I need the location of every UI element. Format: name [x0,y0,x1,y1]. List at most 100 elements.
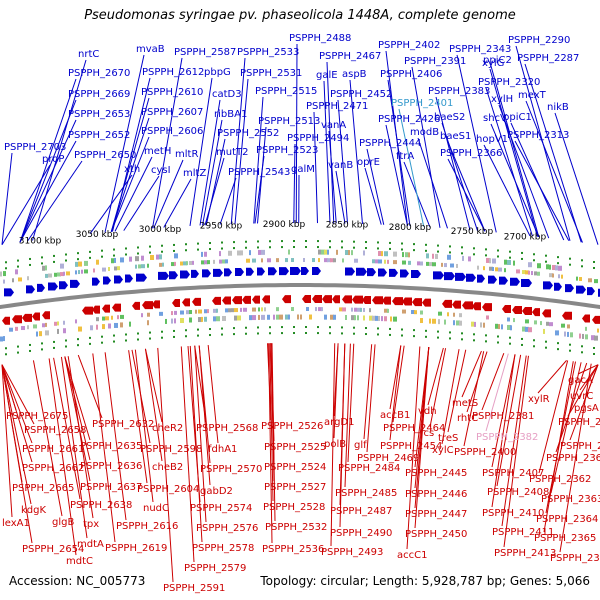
feature-band-mark [561,274,563,279]
scale-tick-dot [53,260,55,263]
feature-band-mark [567,324,570,329]
feature-band-mark [96,259,99,265]
scale-tick-dot [581,259,583,262]
feature-band-mark [513,260,515,266]
forward-gene-arrow [477,274,485,283]
leader-line [198,345,211,486]
leader-line [110,97,150,232]
reverse-gene-arrow [592,315,600,324]
leader-line [366,344,376,453]
feature-band-mark [558,274,560,279]
forward-gene-arrow [433,271,444,280]
feature-band-mark [198,309,202,314]
feature-band-mark [420,261,423,266]
feature-band-mark [507,259,511,265]
reverse-gene-arrow [322,295,332,304]
reverse-gene-arrow [352,295,363,304]
forward-gene-arrow [301,267,309,276]
gene-label: PSPPH_2579 [184,563,246,574]
feature-band-mark [261,314,265,320]
feature-band-mark [492,258,496,264]
gene-label: vanA [321,120,346,131]
gene-label: PSPPH_2366 [440,148,502,159]
gene-label: kdgK [21,505,46,516]
feature-band-mark [174,318,176,324]
feature-band-mark [225,259,228,264]
forward-gene-arrow [70,279,80,288]
feature-band-mark [225,308,228,313]
feature-band-mark [522,270,526,275]
feature-band-mark [261,249,265,255]
reverse-gene-arrow [472,302,481,311]
feature-band-mark [54,321,57,326]
scale-tick-dot [341,332,343,335]
feature-band-mark [402,309,406,314]
feature-band-mark [306,307,309,312]
scale-tick-dot [377,241,379,244]
leader-line [64,356,91,461]
forward-gene-arrow [378,268,387,277]
scale-tick-dot [401,328,403,331]
scale-tick-dot [137,332,139,335]
gene-label: PSPPH_2400 [454,447,516,458]
leader-line [501,355,527,527]
feature-band-mark [60,272,64,277]
feature-band-mark [357,307,361,312]
gene-label: glgB [52,517,74,528]
gene-label: PSPPH_2636 [80,461,142,472]
feature-band-mark [213,316,216,322]
leader-line [524,63,582,243]
feature-band-mark [150,255,154,260]
feature-band-mark [309,314,312,320]
gene-label: PSPPH_2606 [141,126,203,137]
feature-band-mark [174,310,177,315]
gene-label: PSPPH_2619 [105,543,167,554]
feature-band-mark [426,253,429,259]
feature-band-mark [234,308,238,313]
scale-tick-dot [197,328,199,331]
reverse-gene-arrow [242,295,251,304]
scale-tick-dot [89,256,91,259]
feature-band-mark [42,265,45,271]
feature-band-mark [549,322,553,327]
feature-band-mark [555,330,559,336]
feature-band-mark [360,307,362,312]
feature-band-mark [315,307,317,312]
scale-tick-dot [101,341,103,344]
feature-band-mark [321,249,325,255]
gene-label: PSPPH_2408 [487,487,549,498]
feature-band-mark [105,316,109,321]
scale-tick-dot [221,333,223,336]
feature-band-mark [411,310,415,315]
scale-label: 2800 kbp [389,223,432,233]
feature-band-mark [135,264,137,269]
gene-label: PSPPH_2406 [380,69,442,80]
feature-band-mark [78,261,82,267]
leader-line [389,345,402,441]
feature-band-mark [444,319,446,325]
gene-label: baeS2 [434,112,465,123]
scale-tick-dot [113,248,115,251]
scale-tick-dot [485,340,487,343]
feature-band-mark [324,314,327,320]
gene-label: oprE [357,157,380,168]
gene-label: PSPPH_2450 [405,529,467,540]
feature-band-mark [585,334,588,340]
scale-tick-dot [41,262,43,265]
feature-band-mark [171,311,173,316]
feature-band-mark [432,253,434,259]
gene-label: catD3 [212,89,242,100]
leader-line [344,343,351,488]
feature-band-mark [426,261,429,266]
scale-tick-dot [545,260,547,263]
leader-line [414,347,430,529]
feature-band-mark [387,308,389,313]
feature-band-mark [258,307,260,312]
feature-band-mark [102,324,105,330]
forward-gene-arrow [48,282,58,291]
gene-label: PSPPH_2703 [4,142,66,153]
feature-band-mark [288,249,290,255]
forward-gene-arrow [37,283,45,292]
scale-tick-dot [257,332,259,335]
